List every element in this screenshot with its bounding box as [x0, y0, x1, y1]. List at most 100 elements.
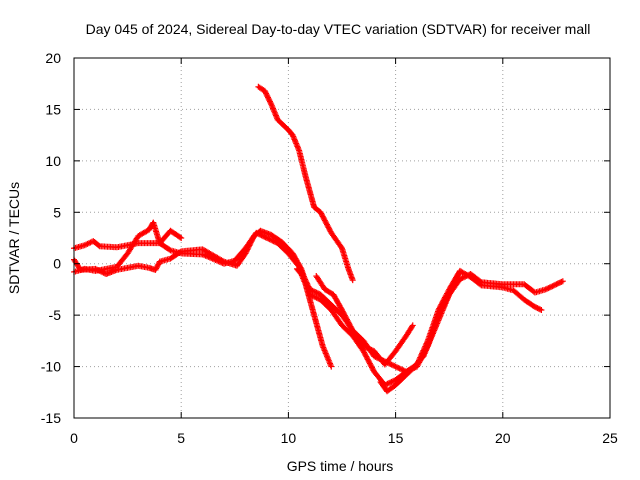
- data-point: [244, 246, 251, 253]
- data-point: [542, 286, 549, 293]
- y-tick-label: 5: [53, 204, 61, 220]
- data-point: [313, 289, 320, 296]
- data-point: [313, 294, 320, 301]
- data-point: [477, 281, 484, 288]
- data-point: [245, 245, 252, 252]
- y-tick-label: -15: [41, 410, 61, 426]
- data-point: [384, 380, 391, 387]
- data-point: [247, 239, 254, 246]
- x-tick-label: 20: [495, 430, 511, 446]
- data-series: [71, 83, 566, 395]
- data-point: [392, 363, 399, 370]
- series-track-a: [71, 229, 566, 375]
- data-point: [544, 285, 551, 292]
- data-point: [246, 242, 253, 249]
- data-point: [312, 289, 319, 295]
- data-point: [558, 278, 565, 285]
- data-point: [245, 243, 252, 250]
- data-point: [389, 362, 396, 369]
- x-tick-label: 15: [388, 430, 404, 446]
- data-point: [166, 246, 173, 253]
- y-tick-label: -5: [49, 307, 62, 323]
- y-axis-label: SDTVAR / TECUs: [6, 182, 22, 294]
- data-point: [364, 344, 371, 351]
- y-tick-label: 20: [45, 50, 61, 66]
- data-point: [178, 235, 185, 241]
- x-tick-label: 0: [70, 430, 78, 446]
- data-point: [264, 93, 271, 100]
- data-point: [456, 270, 463, 277]
- grid-lines: [74, 58, 610, 418]
- data-point: [365, 345, 372, 352]
- data-point: [349, 277, 356, 284]
- data-point: [265, 94, 272, 101]
- data-point: [262, 89, 269, 96]
- y-tick-label: 0: [53, 256, 61, 272]
- data-point: [95, 242, 102, 249]
- data-point: [361, 343, 368, 350]
- x-tick-label: 5: [177, 430, 185, 446]
- data-point: [242, 250, 249, 257]
- data-point: [549, 283, 556, 290]
- data-point: [219, 257, 226, 264]
- data-point: [360, 343, 367, 349]
- data-point: [550, 282, 557, 289]
- data-point: [397, 366, 404, 373]
- axis-ticks: 0 5 10 15 20 25 -15 -10 -5 0 5 10 15 20: [41, 50, 618, 446]
- data-point: [177, 249, 184, 256]
- y-tick-label: -10: [41, 359, 61, 375]
- data-point: [267, 99, 274, 106]
- series-track-c: [71, 219, 185, 275]
- data-point: [368, 346, 375, 353]
- data-point: [537, 306, 544, 313]
- data-point: [393, 364, 400, 371]
- data-point: [548, 283, 555, 290]
- data-point: [385, 380, 392, 387]
- data-point: [314, 295, 321, 302]
- data-point: [546, 284, 553, 291]
- x-axis-label: GPS time / hours: [287, 458, 394, 474]
- data-point: [559, 278, 566, 285]
- data-point: [243, 249, 250, 256]
- data-point: [363, 344, 370, 351]
- data-point: [459, 274, 466, 281]
- data-point: [266, 98, 273, 105]
- data-point: [312, 294, 319, 301]
- data-point: [263, 90, 270, 97]
- data-point: [328, 363, 335, 370]
- series-track-g: [377, 268, 463, 395]
- series-track-b: [71, 227, 545, 389]
- data-point: [396, 365, 403, 372]
- data-point: [395, 364, 402, 371]
- data-point: [314, 290, 321, 297]
- chart-title: Day 045 of 2024, Sidereal Day-to-day VTE…: [86, 21, 591, 37]
- data-point: [387, 361, 394, 367]
- data-point: [391, 362, 398, 369]
- data-point: [267, 236, 274, 243]
- x-tick-label: 10: [281, 430, 297, 446]
- data-point: [310, 288, 317, 295]
- data-point: [389, 378, 396, 385]
- data-point: [247, 241, 254, 248]
- data-point: [409, 322, 416, 329]
- data-point: [177, 234, 184, 241]
- y-tick-label: 10: [45, 153, 61, 169]
- series-track-f: [313, 273, 416, 368]
- y-tick-label: 15: [45, 101, 61, 117]
- data-point: [249, 236, 256, 243]
- data-point: [408, 323, 415, 330]
- data-point: [309, 287, 316, 294]
- data-point: [388, 361, 395, 368]
- plot-frame: [73, 57, 611, 419]
- data-point: [388, 378, 395, 385]
- data-point: [367, 346, 374, 353]
- data-point: [552, 281, 559, 288]
- series-track-e: [293, 265, 335, 370]
- data-point: [263, 91, 270, 98]
- data-point: [338, 244, 345, 250]
- data-point: [261, 87, 268, 94]
- data-point: [538, 307, 545, 313]
- data-point: [456, 268, 463, 275]
- data-point: [265, 95, 272, 102]
